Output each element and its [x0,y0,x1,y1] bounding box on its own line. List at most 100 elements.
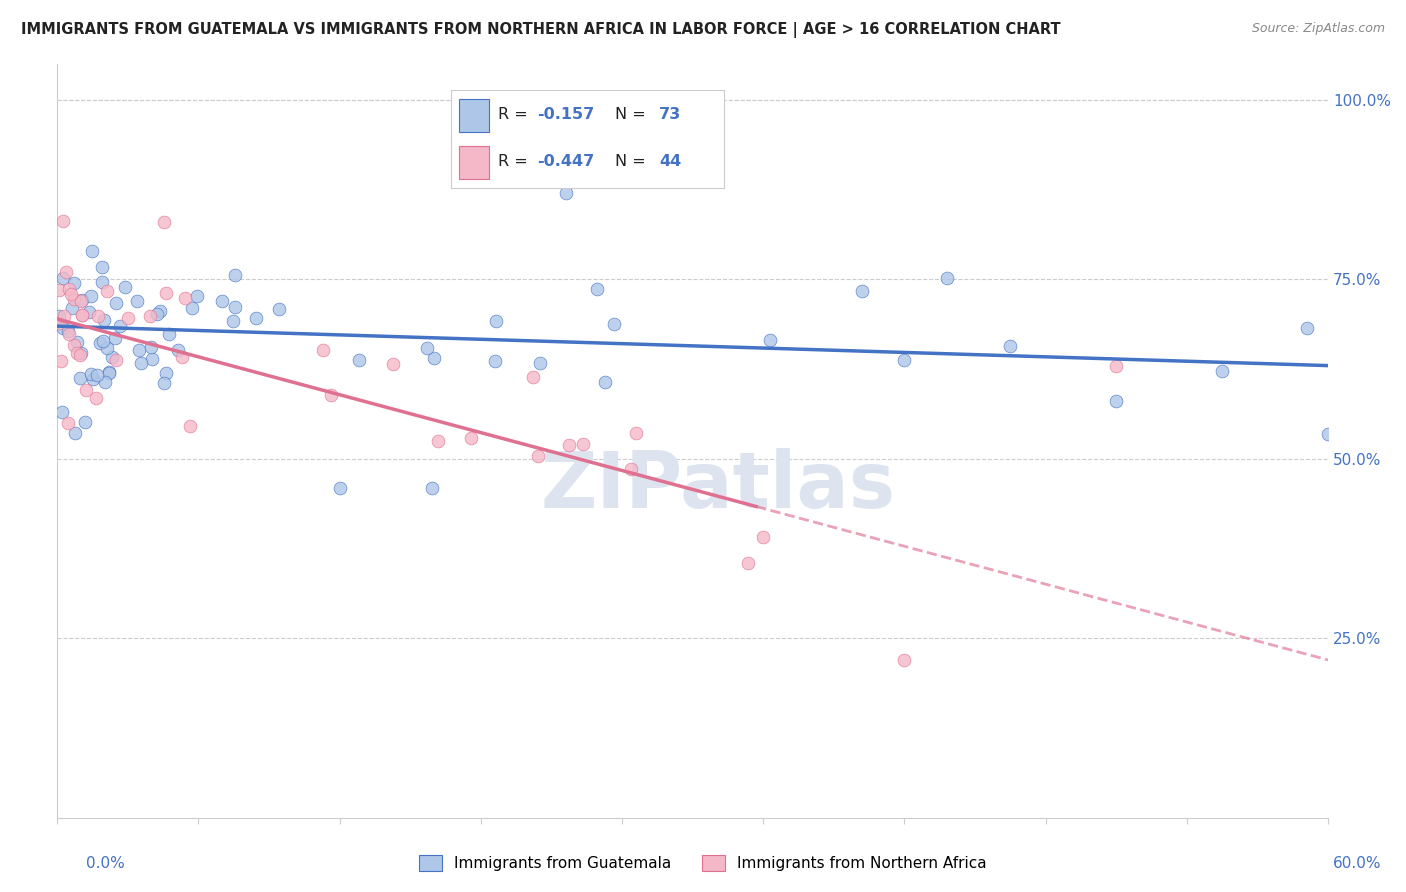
Point [935,271,957,285]
Point [174,291,197,305]
Point [149,304,172,318]
Point [125,294,148,309]
Point [96,285,118,299]
Point [97,367,120,381]
Point [60,286,83,301]
Point [319,388,342,402]
Point [460,431,482,445]
Point [222,314,245,328]
Point [105,353,128,368]
Point [131,356,153,370]
Point [485,313,508,327]
Point [52,321,75,335]
Point [752,530,775,544]
Point [224,268,246,282]
Point [484,353,506,368]
Point [153,376,176,391]
Point [893,352,915,367]
Point [63,293,86,307]
Point [1317,426,1340,441]
Point [117,310,139,325]
Point [416,341,439,355]
Point [312,343,335,358]
Point [245,311,267,326]
Point [152,215,174,229]
Point [94,376,117,390]
Text: IMMIGRANTS FROM GUATEMALA VS IMMIGRANTS FROM NORTHERN AFRICA IN LABOR FORCE | AG: IMMIGRANTS FROM GUATEMALA VS IMMIGRANTS … [21,22,1060,38]
Point [52,271,75,285]
Point [80,367,103,381]
Point [759,333,782,347]
Point [58,327,80,342]
Point [586,282,609,296]
Point [72,308,94,322]
Point [70,294,93,309]
Point [75,383,97,397]
Point [79,305,101,319]
Point [80,244,103,259]
Point [141,352,163,367]
Point [1296,321,1319,335]
Text: 60.0%: 60.0% [1333,856,1381,871]
Point [155,285,177,300]
Point [90,260,112,274]
Point [108,318,131,333]
Point [48,317,70,331]
Point [48,284,70,298]
Point [97,365,120,379]
Point [620,462,643,476]
Point [527,449,550,463]
Legend: Immigrants from Guatemala, Immigrants from Northern Africa: Immigrants from Guatemala, Immigrants fr… [413,849,993,877]
Point [269,301,291,316]
Point [70,346,93,360]
Point [63,337,86,351]
Point [141,340,163,354]
Point [66,346,89,360]
Point [572,436,595,450]
Point [69,371,91,385]
Point [522,370,544,384]
Text: ZIPatlas: ZIPatlas [540,448,896,524]
Point [329,481,352,495]
Point [558,437,581,451]
Point [80,289,103,303]
Point [172,350,194,364]
Point [427,434,450,449]
Point [91,334,114,349]
Point [157,326,180,341]
Point [1000,339,1022,353]
Point [603,318,626,332]
Point [89,336,111,351]
Point [86,368,108,383]
Point [349,352,371,367]
Point [72,293,94,308]
Point [139,310,162,324]
Point [420,481,443,495]
Point [70,308,93,322]
Point [128,343,150,358]
Point [48,309,70,323]
Point [82,372,104,386]
Text: Source: ZipAtlas.com: Source: ZipAtlas.com [1251,22,1385,36]
Point [51,405,73,419]
Point [101,350,124,364]
Point [56,324,79,338]
Point [105,296,128,310]
Point [63,276,86,290]
Point [382,357,405,371]
Point [63,425,86,440]
Point [65,334,87,349]
Point [1105,394,1128,409]
Point [737,556,759,570]
Point [84,392,107,406]
Point [1105,359,1128,373]
Point [529,356,551,370]
Point [1211,364,1233,378]
Point [69,348,91,362]
Point [211,294,233,309]
Point [60,301,83,315]
Point [624,426,647,441]
Point [103,331,125,345]
Point [55,265,77,279]
Point [58,282,80,296]
